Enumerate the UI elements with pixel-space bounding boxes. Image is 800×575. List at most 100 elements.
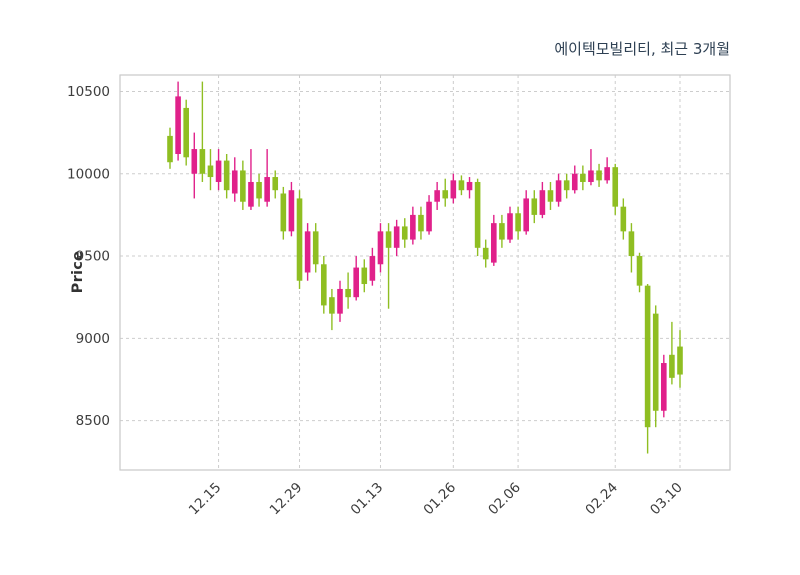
candle-body [240,170,246,202]
candle-body [531,198,538,215]
candle-body [353,267,359,298]
candle-body [523,198,529,232]
candlestick [191,132,198,199]
y-tick-label: 9500 [76,249,110,265]
candlestick [329,288,335,331]
candlestick [628,223,635,273]
candlestick [183,99,189,166]
candle-body [175,96,181,154]
candle-body [442,190,449,199]
candle-body [644,285,651,428]
candlestick [215,149,222,191]
candlestick [563,173,570,199]
candle-body [207,165,214,178]
y-axis-label: Price [70,250,86,294]
candlestick [474,178,481,257]
candlestick [434,181,440,210]
candle-body [167,135,173,163]
candlestick [661,354,667,418]
candle-body [539,190,546,215]
candlestick [175,81,181,161]
candlestick [393,219,400,257]
candlestick [644,284,651,454]
candle-body [223,160,230,191]
candle-body [491,223,497,263]
candlestick [588,149,594,186]
candlestick [442,178,449,207]
candle-body [580,173,586,182]
candle-body [280,193,287,232]
candle-body [248,181,254,207]
candlestick [272,170,279,199]
candlestick [296,190,303,289]
candlestick [304,223,311,281]
candle-body [571,173,578,191]
candle-body [337,288,343,314]
candle-body [385,231,392,248]
x-tick-label: 12.29 [267,480,306,519]
candlestick [539,181,546,219]
candle-body [628,231,635,257]
candlestick [377,223,384,273]
candle-body [231,170,238,194]
candle-body [434,190,440,202]
candle-body [596,170,602,181]
candle-body [296,198,303,281]
candle-body [547,190,554,202]
candle-body [426,201,432,232]
candle-body [482,247,489,260]
candle-body [652,313,659,411]
x-tick-label: 02.24 [582,480,621,519]
chart-title: 에이텍모빌리티, 최근 3개월 [554,40,730,58]
x-tick-label: 03.10 [647,480,686,519]
candlestick [571,165,578,194]
y-tick-label: 8500 [76,413,110,429]
candlestick [401,218,408,248]
candle-body [588,170,594,182]
candle-body [361,267,368,285]
candlestick [418,206,424,240]
candlestick [491,214,497,266]
candlestick [523,190,529,235]
y-tick-label: 10000 [67,166,110,182]
candlestick [620,198,627,240]
candle-body [401,226,408,240]
candle-body [604,167,610,181]
candle-body [191,149,198,174]
candlestick [547,181,554,210]
candle-body [474,181,481,248]
candle-body [458,180,465,191]
candle-body [515,213,521,232]
y-tick-label: 10500 [67,84,110,100]
candlestick [466,177,473,199]
candlestick [531,190,538,224]
candle-body [288,190,295,232]
plot-border [119,74,731,471]
x-tick-label: 01.13 [348,480,387,519]
candlestick [337,280,343,322]
candlestick [256,173,262,207]
candle-body [272,177,279,191]
candle-body [555,180,562,202]
candlestick [288,181,295,237]
candlestick [223,154,230,199]
candle-body [312,231,319,265]
candle-body [563,180,570,191]
candlestick [450,173,457,204]
candle-body [321,264,327,306]
candlestick [458,175,465,196]
candlestick [240,160,246,210]
candlestick [677,330,683,388]
candle-body [620,206,627,232]
x-tick-label: 02.06 [485,480,524,519]
candlestick [652,305,659,428]
candlestick [669,321,675,385]
x-tick-label: 12.15 [186,480,225,519]
candlestick [248,149,254,210]
candlestick [555,173,562,207]
candlestick [410,206,416,245]
candle-body [418,214,424,232]
candle-body [345,288,351,298]
candlestick [345,272,351,309]
candlestick [515,206,521,240]
